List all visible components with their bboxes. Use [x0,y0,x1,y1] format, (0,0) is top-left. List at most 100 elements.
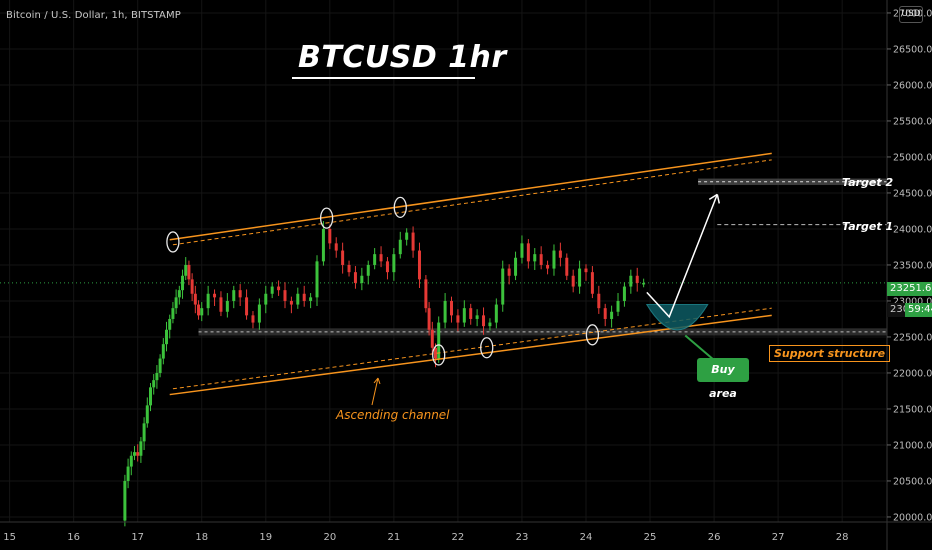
candle-body [597,293,601,309]
x-tick-label: 23 [516,532,529,543]
projection-arrow-head [708,193,721,204]
candle-body [501,268,505,305]
x-tick-label: 25 [644,532,657,543]
candle-body [427,308,431,330]
candle-body [219,297,223,312]
support-structure-label: Support structure [769,345,891,362]
candle-body [187,264,191,280]
candle-body [578,268,582,287]
candle-body [360,275,364,283]
candle-body [437,322,441,359]
candle-body [139,441,143,456]
candle-body [181,275,185,291]
x-tick-label: 26 [708,532,721,543]
candle-body [520,243,524,258]
candle-body [347,264,351,273]
candle-body [193,293,197,305]
candle-body [245,297,249,316]
candle-body [232,290,236,301]
drawings [166,152,772,406]
title-underline [292,77,475,79]
projection-arrow [646,194,718,319]
target-2-label: Target 2 [842,176,894,189]
candle-body [126,466,130,481]
touch-point-ellipse [319,207,334,229]
candle-body [158,358,162,373]
x-tick-label: 28 [836,532,849,543]
candle-body [385,261,389,273]
x-tick-label: 27 [772,532,785,543]
candle-body [190,279,194,294]
candle-body [590,272,594,294]
y-tick-label: 25000.00 [893,152,932,163]
candle-body [514,257,518,276]
x-tick-label: 24 [580,532,593,543]
candle-body [264,293,268,305]
candle-body [184,264,188,276]
candle-body [277,286,281,291]
candle-body [424,279,428,309]
candle-body [142,423,146,442]
candle-body [353,272,357,283]
candle-body [302,293,306,301]
y-tick-label: 21000.00 [893,440,932,451]
candle-body [411,232,415,251]
candle-body [197,304,201,316]
candle-body [433,347,437,359]
candle-body [546,264,550,269]
x-tick-label: 19 [259,532,272,543]
candle-body [165,329,169,345]
candle-body [642,282,646,285]
candle-body [171,308,175,319]
candle-body [616,300,620,312]
candle-body [296,293,300,305]
buy-area-zone [645,304,709,331]
candle-body [136,452,140,456]
candle-body [334,243,338,251]
candle-body [629,275,633,287]
candle-body [270,286,274,294]
y-tick-label: 23500.00 [893,260,932,271]
y-tick-label: 23000.00 [893,296,932,307]
y-tick-label: 20000.00 [893,512,932,523]
candle-body [469,308,473,319]
y-tick-label: 26000.00 [893,80,932,91]
channel-upper-dashed [172,159,772,246]
channel-label-pointer [371,377,379,406]
channel-upper-line [169,152,772,241]
candle-body [174,297,178,309]
y-tick-label: 22000.00 [893,368,932,379]
chart-zones [0,178,887,336]
candle-body [238,290,242,298]
candle-body [507,268,511,276]
candle-body [456,315,460,323]
x-tick-label: 21 [387,532,400,543]
candle-body [526,243,530,262]
candle-body [488,322,492,327]
symbol-header: Bitcoin / U.S. Dollar, 1h, BITSTAMP [6,10,181,21]
ascending-channel-label: Ascending channel [336,408,450,422]
y-tick-label: 21500.00 [893,404,932,415]
currency-button[interactable]: USD [899,6,923,23]
y-tick-label: 25500.00 [893,116,932,127]
y-tick-label: 24000.00 [893,224,932,235]
touch-point-ellipse [585,324,600,346]
candles [123,221,646,527]
candle-body [603,308,607,319]
target-2-zone [698,178,887,186]
chart-title: BTCUSD 1hr [298,40,507,75]
candle-body [584,268,588,273]
candle-body [610,311,614,319]
candle-body [398,239,402,255]
touch-point-ellipse [393,196,407,219]
candle-body [558,250,562,258]
touch-point-ellipse [480,337,494,359]
x-tick-label: 17 [131,532,144,543]
candle-body [565,257,569,276]
candle-body [132,452,136,456]
candle-body [123,480,127,521]
candle-body [149,387,153,406]
x-tick-label: 15 [3,532,16,543]
